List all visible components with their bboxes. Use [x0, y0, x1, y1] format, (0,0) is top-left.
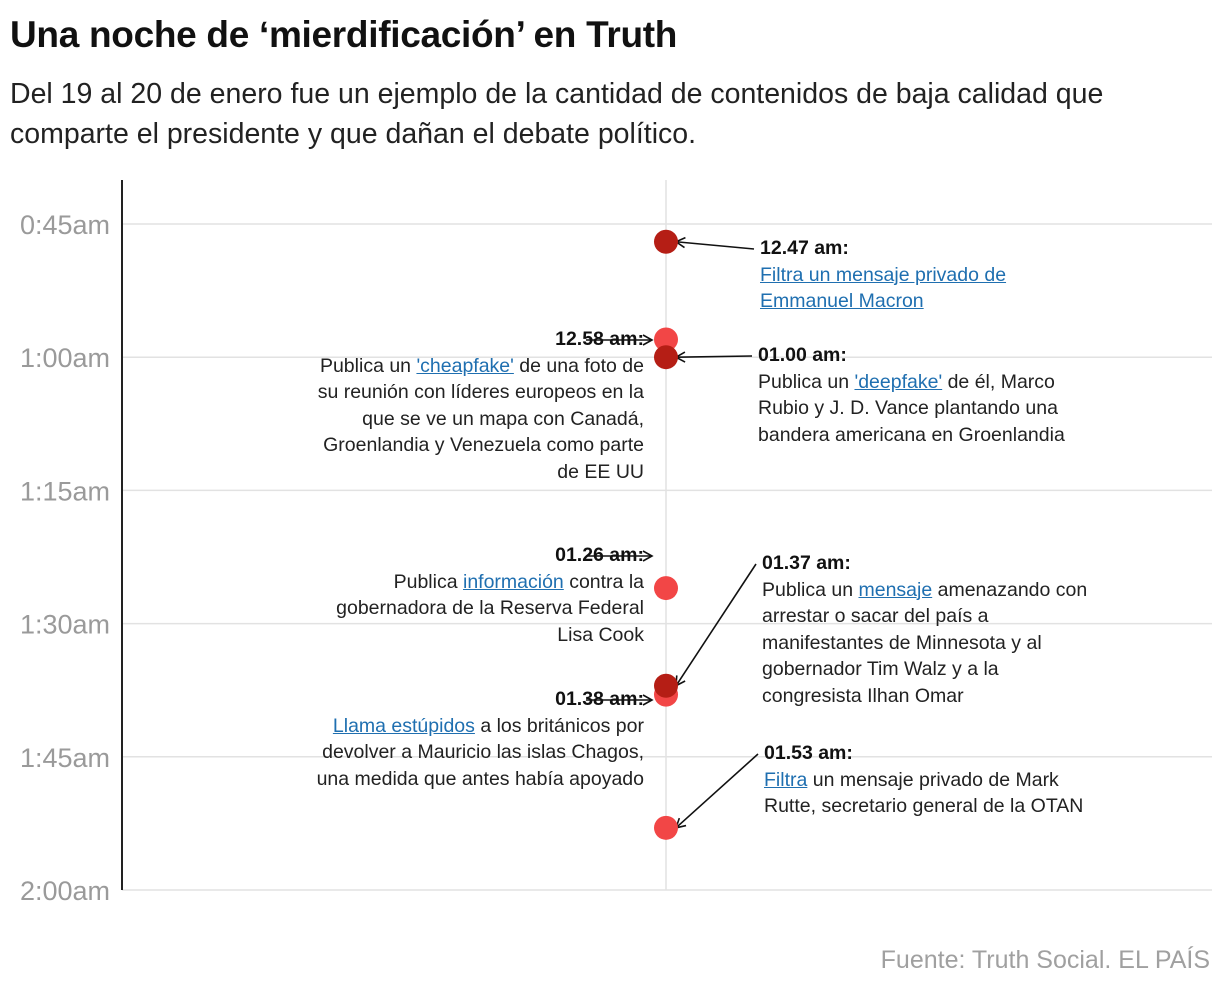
event-time: 01.53 am:	[764, 742, 853, 764]
event-annotation: 01.37 am: Publica un mensaje amenazando c…	[762, 550, 1092, 709]
event-text: de una foto de su reunión con líderes eu…	[317, 354, 644, 483]
y-tick-label: 1:15am	[20, 476, 110, 506]
annotation-arrows	[586, 236, 759, 829]
event-dot	[654, 673, 678, 698]
event-dot	[654, 327, 678, 352]
y-tick-label: 0:45am	[20, 210, 110, 240]
annotation-arrow	[675, 563, 757, 688]
event-time: 01.26 am:	[555, 544, 644, 566]
event-annotation: 01.53 am: Filtra un mensaje privado de Ma…	[764, 740, 1094, 820]
event-link[interactable]: Filtra	[764, 768, 808, 791]
event-text: un mensaje privado de Mark Rutte, secret…	[764, 768, 1084, 818]
event-text: Publica un	[762, 578, 859, 601]
event-link[interactable]: 'cheapfake'	[416, 354, 514, 377]
y-tick-label: 1:45am	[20, 743, 110, 773]
event-text: Publica un	[758, 370, 855, 393]
event-text: Publica un	[319, 354, 417, 377]
event-link[interactable]: 'deepfake'	[854, 370, 943, 393]
y-tick-label: 2:00am	[20, 876, 110, 906]
event-annotation: 12.58 am: Publica un 'cheapfake' de una f…	[314, 326, 644, 485]
event-dot	[654, 815, 678, 840]
event-link[interactable]: mensaje	[858, 578, 933, 601]
event-text: Publica	[393, 570, 463, 593]
event-time: 12.58 am:	[555, 328, 644, 350]
event-link[interactable]: Filtra un mensaje privado de Emmanuel Ma…	[760, 263, 1007, 313]
event-link[interactable]: información	[462, 570, 564, 593]
event-time: 12.47 am:	[760, 237, 849, 259]
event-text: amenazando con arrestar o sacar del país…	[762, 578, 1088, 707]
event-text: a los británicos por devolver a Mauricio…	[316, 714, 644, 790]
event-dot	[654, 576, 678, 601]
annotation-arrow	[674, 236, 755, 250]
source-note: Fuente: Truth Social. EL PAÍS	[880, 946, 1210, 974]
event-annotation: 01.38 am: Llama estúpidos a los británico…	[314, 686, 644, 792]
y-axis: 0:45am 1:00am 1:15am 1:30am 1:45am 2:00am	[20, 180, 123, 906]
event-time: 01.38 am:	[555, 688, 644, 710]
event-text: de él, Marco Rubio y J. D. Vance plantan…	[758, 370, 1065, 446]
y-tick-label: 1:30am	[20, 610, 110, 640]
chart-subtitle: Del 19 al 20 de enero fue un ejemplo de …	[10, 78, 1104, 150]
event-text: contra la gobernadora de la Reserva Fede…	[336, 570, 644, 646]
annotation-arrow	[674, 351, 753, 363]
grid-lines	[122, 180, 1212, 891]
event-dot	[654, 345, 678, 370]
chart-title: Una noche de ‘mierdificación’ en Truth	[10, 14, 678, 55]
event-annotation: 12.47 am: Filtra un mensaje privado de Em…	[760, 235, 1090, 315]
event-time: 01.37 am:	[762, 552, 851, 574]
event-time: 01.00 am:	[758, 344, 847, 366]
event-dot	[654, 229, 678, 254]
y-tick-label: 1:00am	[20, 343, 110, 373]
event-link[interactable]: Llama estúpidos	[332, 714, 475, 737]
event-annotation: 01.00 am: Publica un 'deepfake' de él, Ma…	[758, 342, 1088, 448]
event-annotation: 01.26 am: Publica información contra la g…	[314, 542, 644, 648]
annotation-arrow	[674, 753, 759, 829]
event-dots	[654, 229, 678, 840]
